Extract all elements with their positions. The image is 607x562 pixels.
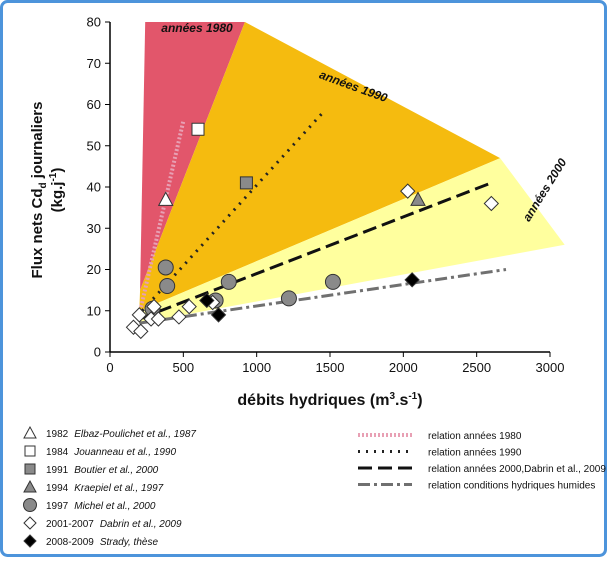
- point: [181, 298, 197, 315]
- x-label-part: .s: [395, 392, 408, 409]
- legend-year: 1984: [46, 447, 69, 458]
- legend-symbol: [24, 463, 36, 475]
- legend-year: 1994: [46, 483, 69, 494]
- legend-year: 1997: [46, 501, 69, 512]
- y-tick-label: 50: [87, 138, 101, 153]
- legend-symbol: [24, 445, 36, 457]
- y-label-line: Flux nets Cdd journaliers: [29, 102, 49, 279]
- relation-line: [137, 120, 186, 316]
- point: [220, 273, 237, 290]
- y-label-part: Flux nets Cd: [29, 188, 46, 278]
- legend-label: relation années 1980: [428, 431, 522, 442]
- region-label: années 1980: [161, 21, 233, 35]
- point: [210, 307, 227, 323]
- point: [400, 183, 416, 199]
- y-tick-label: 60: [87, 97, 101, 112]
- legend-source: Michel et al., 2000: [74, 501, 156, 512]
- legend-symbol: [23, 498, 37, 512]
- legend-source: Jouanneau et al., 1990: [73, 447, 176, 458]
- point: [146, 298, 162, 315]
- y-tick-label: 80: [87, 15, 101, 30]
- x-label-part: -1: [408, 391, 417, 402]
- point: [404, 272, 420, 288]
- y-label-part: -1: [48, 172, 59, 181]
- y-label-part: journaliers: [29, 102, 46, 183]
- point: [150, 311, 167, 327]
- point: [410, 191, 426, 206]
- legend-source: Dabrin et al., 2009: [100, 519, 182, 530]
- legend-label: 1982 Elbaz-Poulichet et al., 1987: [46, 429, 196, 440]
- point: [157, 259, 174, 276]
- y-label-part: (kg.j: [49, 182, 66, 213]
- region: [139, 22, 501, 311]
- y-tick-label: 30: [87, 221, 101, 236]
- x-tick-label: 3000: [536, 360, 565, 375]
- x-label-part: débits hydriques (m: [237, 392, 389, 409]
- legend-symbol: [23, 425, 37, 439]
- legend-label: 1984 Jouanneau et al., 1990: [46, 447, 176, 458]
- point: [131, 307, 148, 323]
- legend-symbol: [23, 516, 37, 530]
- legend-source: Elbaz-Poulichet et al., 1987: [74, 429, 196, 440]
- point: [191, 122, 205, 136]
- legend-source: Kraepiel et al., 1997: [74, 483, 163, 494]
- relation-line: [138, 181, 492, 321]
- point: [171, 309, 187, 325]
- legend-year: 1991: [46, 465, 69, 476]
- legend-source: Strady, thèse: [100, 537, 159, 548]
- y-tick-label: 70: [87, 56, 101, 71]
- point: [483, 195, 500, 212]
- y-label-part: ): [49, 168, 66, 173]
- legend-symbol: [23, 534, 37, 548]
- y-tick-label: 10: [87, 303, 101, 318]
- y-label-line: (kg.j-1): [48, 168, 66, 213]
- legend-label: 2008-2009 Strady, thèse: [46, 537, 158, 548]
- x-tick-label: 1500: [316, 360, 345, 375]
- point: [324, 273, 341, 290]
- point: [239, 176, 253, 190]
- legend-label: relation années 1990: [428, 448, 522, 459]
- x-tick-label: 500: [172, 360, 194, 375]
- point: [157, 191, 174, 206]
- y-tick-label: 20: [87, 262, 101, 277]
- point: [133, 323, 149, 340]
- legend-label: relation années 2000,Dabrin et al., 2009: [428, 464, 606, 475]
- x-label-part: ): [417, 392, 422, 409]
- y-label-part: d: [38, 182, 49, 188]
- x-axis-label: débits hydriques (m3.s-1): [237, 391, 422, 409]
- legend-label: 1994 Kraepiel et al., 1997: [46, 483, 164, 494]
- y-axis-label: Flux nets Cdd journaliers(kg.j-1): [29, 102, 66, 279]
- x-label-part: 3: [389, 391, 395, 402]
- point: [199, 292, 215, 309]
- x-tick-label: 1000: [242, 360, 271, 375]
- point: [159, 278, 176, 294]
- legend-year: 1982: [46, 429, 69, 440]
- legend-year: 2008-2009: [46, 537, 94, 548]
- legend-label: 1997 Michel et al., 2000: [46, 501, 156, 512]
- legend-label: relation conditions hydriques humides: [428, 481, 595, 492]
- legend-year: 2001-2007: [46, 519, 94, 530]
- y-tick-label: 40: [87, 180, 101, 195]
- x-tick-label: 0: [106, 360, 113, 375]
- legend-symbol: [23, 479, 37, 493]
- legend-label: 1991 Boutier et al., 2000: [46, 465, 159, 476]
- y-tick-label: 0: [94, 345, 101, 360]
- x-tick-label: 2500: [462, 360, 491, 375]
- legend-source: Boutier et al., 2000: [74, 465, 158, 476]
- legend-label: 2001-2007 Dabrin et al., 2009: [46, 519, 182, 530]
- relation-line: [139, 268, 507, 325]
- x-tick-label: 2000: [389, 360, 418, 375]
- point: [280, 290, 297, 307]
- region: [139, 158, 565, 324]
